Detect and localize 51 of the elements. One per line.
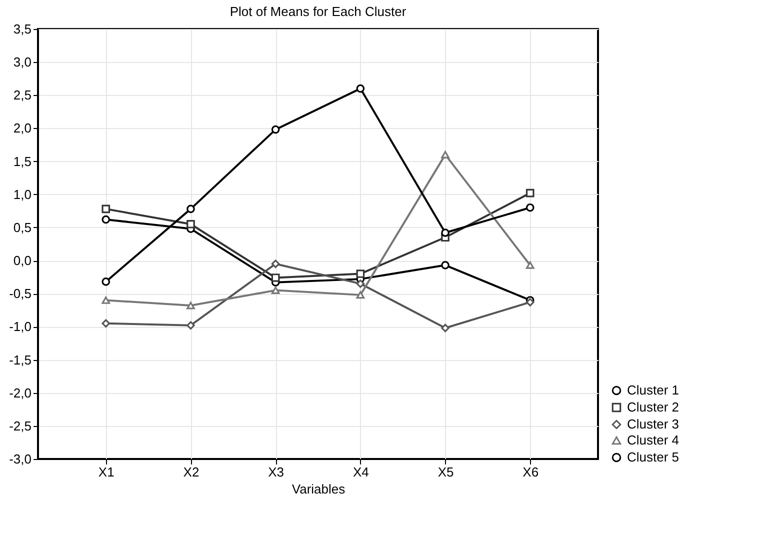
x-axis-title: Variables — [292, 482, 346, 496]
point — [356, 280, 365, 288]
point — [441, 228, 450, 237]
y-tick-label: -3,0 — [9, 452, 32, 466]
point — [441, 150, 450, 158]
y-tick-label: 1,0 — [13, 186, 32, 202]
x-tick-label: X3 — [268, 464, 284, 480]
point — [356, 291, 365, 299]
point — [271, 274, 280, 282]
x-tick-label: X5 — [438, 464, 454, 480]
legend-label: Cluster 1 — [627, 382, 680, 398]
y-tick-label: 3,5 — [13, 22, 32, 36]
legend-label: Cluster 2 — [627, 400, 680, 414]
legend-label: Cluster 4 — [627, 432, 680, 448]
point — [102, 204, 110, 214]
point — [186, 321, 195, 330]
point — [441, 261, 450, 270]
y-tick-label: -2,5 — [9, 418, 32, 434]
point — [102, 215, 110, 224]
point — [526, 203, 534, 212]
point — [526, 188, 534, 198]
y-tick-label: -2,0 — [9, 385, 32, 400]
y-tick-label: -1,0 — [9, 319, 32, 334]
point — [102, 278, 110, 286]
point — [271, 260, 280, 268]
y-tick-label: -1,5 — [9, 352, 32, 368]
y-tick-label: 2,0 — [13, 120, 32, 136]
point — [271, 125, 280, 134]
point — [271, 286, 280, 294]
point — [186, 220, 195, 228]
x-tick-label: X2 — [183, 464, 200, 480]
y-tick-label: 3,0 — [13, 54, 32, 70]
point — [356, 270, 365, 278]
point — [102, 319, 110, 328]
x-tick-label: X4 — [352, 464, 369, 480]
chart-title: Plot of Means for Each Cluster — [230, 4, 407, 19]
point — [186, 204, 195, 214]
point — [186, 302, 195, 310]
point — [356, 84, 365, 93]
legend-label: Cluster 3 — [627, 416, 680, 432]
y-tick-label: -0,5 — [9, 286, 32, 302]
y-tick-label: 0,5 — [13, 220, 32, 235]
x-tick-label: X1 — [98, 464, 114, 480]
y-tick-label: 0,0 — [13, 253, 32, 268]
y-tick-label: 1,5 — [13, 154, 32, 169]
x-tick-label: X6 — [522, 464, 539, 480]
legend-label: Cluster 5 — [627, 450, 680, 464]
point — [526, 261, 534, 269]
y-tick-label: 2,5 — [13, 88, 32, 103]
point — [102, 296, 110, 304]
point — [441, 324, 450, 332]
